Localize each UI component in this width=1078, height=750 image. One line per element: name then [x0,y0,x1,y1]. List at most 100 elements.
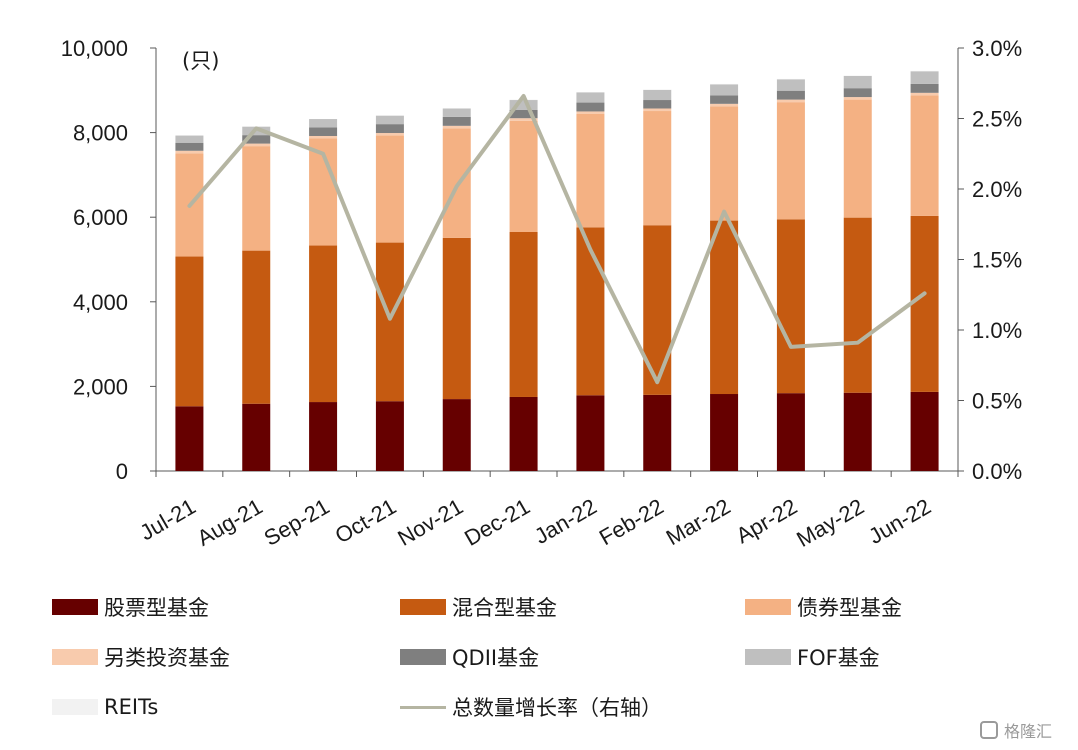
x-axis-tick-label: May-22 [792,494,868,552]
bar-segment [710,95,739,104]
legend-swatch [52,699,98,715]
legend-label: 总数量增长率（右轴） [452,696,662,720]
growth-rate-point [523,95,525,97]
right-axis-tick-label: 1.5% [972,248,1022,273]
x-axis-tick-label: Nov-21 [393,494,467,551]
bar-segment [710,106,739,221]
bar-segment [309,127,338,136]
legend-swatch [52,599,98,615]
x-axis-tick-label: Apr-22 [732,494,802,549]
x-axis-tick-label: Oct-21 [331,494,401,549]
right-axis-tick-label: 3.0% [972,36,1022,61]
legend-item-bond-funds: 债券型基金 [745,592,902,622]
growth-rate-point [723,211,725,213]
bar-segment [375,135,404,243]
growth-rate-line [187,93,927,385]
left-axis-tick-label: 6,000 [73,205,128,230]
bar-segment [175,150,204,154]
growth-rate-point [322,153,324,155]
growth-rate-point [924,292,926,294]
x-axis-tick-label: Feb-22 [595,494,668,551]
legend-swatch [400,599,446,615]
bar-segment [843,97,872,100]
bar-segment [509,118,538,121]
bar-segment [710,394,739,471]
legend-item-growth-rate: 总数量增长率（右轴） [400,692,662,722]
right-axis-tick-label: 2.0% [972,177,1022,202]
bar-segment [309,135,338,139]
bar-segment [910,391,939,471]
growth-rate-point [857,342,859,344]
bar-segment [843,217,872,393]
left-axis-tick-label: 0 [116,459,128,484]
bar-segment [843,99,872,218]
bar-segment [643,89,672,101]
bar-segment [442,399,471,471]
bar-segment [776,90,805,100]
bar-segment [309,119,338,128]
growth-rate-point [188,205,190,207]
bar-segment [910,95,939,216]
legend-swatch [745,649,791,665]
growth-rate-point [589,249,591,251]
bar-segment [309,245,338,403]
x-axis-tick-label: Mar-22 [662,494,735,550]
bar-segment [643,394,672,471]
bar-segment [843,392,872,471]
x-axis-tick-label: Jun-22 [864,494,935,549]
growth-rate-point [656,381,658,383]
bar-segment [375,115,404,125]
bar-segment [509,232,538,397]
legend-label: 债券型基金 [797,596,902,620]
bar-segment [576,113,605,228]
bar-segment [576,227,605,396]
legend-label: REITs [104,695,159,719]
growth-rate-point [790,346,792,348]
bar-segment [776,393,805,471]
growth-rate-point [456,185,458,187]
bar-segment [375,401,404,471]
bar-segment [576,92,605,103]
right-axis-tick-label: 1.0% [972,318,1022,343]
bar-segment [710,103,739,107]
bar-segment [843,75,872,89]
bar-segment [710,84,739,96]
bar-segment [509,109,538,119]
legend-line-swatch [400,705,446,709]
bar-segment [442,125,471,129]
unit-label: (只) [182,49,219,73]
legend-swatch [52,649,98,665]
watermark-text: 格隆汇 [1004,722,1053,741]
legend-item-fof-funds: FOF基金 [745,642,880,672]
bar-segment [509,396,538,471]
legend-item-reits: REITs [52,692,158,722]
bar-segment [375,133,404,136]
bar-segment [442,116,471,126]
left-axis-tick-label: 8,000 [73,121,128,146]
bar-segment [375,124,404,134]
bar-segment [710,220,739,395]
bar-segment [509,100,538,110]
x-axis-tick-label: Dec-21 [460,494,534,551]
bar-segment [242,143,271,147]
right-axis-tick-label: 0.5% [972,389,1022,414]
legend-item-qdii-funds: QDII基金 [400,642,539,672]
bar-segment [175,135,204,143]
bar-segment [242,250,271,404]
left-axis-tick-label: 4,000 [73,290,128,315]
bar-segment [242,146,271,251]
bar-segment [776,99,805,103]
bar-segment [509,120,538,233]
watermark: 格隆汇 [980,718,1052,742]
x-axis-tick-label: Sep-21 [260,494,334,551]
legend-item-stock-funds: 股票型基金 [52,592,209,622]
legend-item-hybrid-funds: 混合型基金 [400,592,557,622]
growth-rate-point [389,318,391,320]
growth-rate-point [255,127,257,129]
bar-segment [910,92,939,96]
legend-swatch [400,649,446,665]
legend-label: QDII基金 [452,646,540,670]
x-axis-tick-label: Jul-21 [136,494,200,546]
bar-segment [910,215,939,392]
legend-item-alternative-funds: 另类投资基金 [52,642,230,672]
